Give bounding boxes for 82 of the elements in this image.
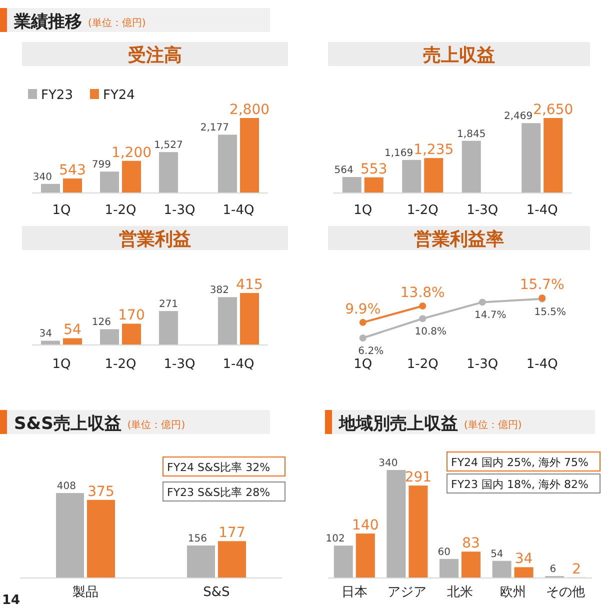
chart-title: 営業利益率 bbox=[414, 229, 504, 250]
data-label: 340 bbox=[378, 458, 398, 469]
x-tick-label: 1-3Q bbox=[164, 203, 196, 218]
data-label: 140 bbox=[352, 518, 379, 534]
data-label: 291 bbox=[404, 470, 432, 486]
data-label: 1,527 bbox=[154, 140, 183, 152]
data-label: 1,845 bbox=[457, 128, 486, 140]
data-label: 6 bbox=[550, 564, 556, 576]
annotation: FY23 国内 18%, 海外 82% bbox=[451, 478, 588, 491]
data-label: 34 bbox=[39, 328, 52, 340]
x-tick-label: 1-2Q bbox=[104, 357, 136, 372]
text: 14 bbox=[2, 593, 20, 608]
text: FY24 S&S比率 32% bbox=[167, 461, 270, 474]
x-tick-label: 1-4Q bbox=[526, 203, 558, 218]
x-tick-label: その他 bbox=[546, 585, 586, 600]
x-tick-label: 1-2Q bbox=[406, 357, 438, 372]
legend-label: FY23 bbox=[41, 88, 73, 103]
text: FY24 国内 25%, 海外 75% bbox=[451, 456, 588, 469]
data-label: 271 bbox=[158, 299, 178, 310]
data-label: 126 bbox=[92, 317, 111, 328]
x-tick-label: 1Q bbox=[52, 357, 71, 372]
data-label: 2 bbox=[572, 561, 582, 578]
chart-title: 売上収益 bbox=[423, 45, 495, 66]
data-label: 375 bbox=[88, 484, 114, 500]
data-label: 543 bbox=[59, 162, 86, 178]
data-label: 156 bbox=[188, 534, 207, 544]
data-label: 1,169 bbox=[384, 148, 414, 159]
chart-title: S&S売上収益 bbox=[14, 414, 122, 434]
legend-label: FY24 bbox=[102, 88, 135, 103]
data-label: 15.7% bbox=[520, 277, 564, 293]
data-label: 83 bbox=[462, 536, 480, 552]
x-tick-label: 1-3Q bbox=[164, 357, 196, 372]
x-tick-label: 1-4Q bbox=[222, 203, 254, 218]
data-label: 415 bbox=[236, 277, 263, 293]
data-label: 102 bbox=[326, 534, 345, 545]
x-tick-label: 1-3Q bbox=[466, 203, 498, 218]
text: 業績推移 bbox=[13, 12, 82, 32]
data-label: 13.8% bbox=[400, 285, 445, 301]
text: (単位：億円) bbox=[88, 17, 146, 29]
chart-title: 営業利益 bbox=[119, 229, 191, 250]
data-label: 9.9% bbox=[345, 301, 381, 318]
x-tick-label: 日本 bbox=[341, 585, 368, 600]
data-label: 564 bbox=[334, 165, 354, 176]
x-tick-label: 1-4Q bbox=[526, 357, 558, 372]
data-label: 34 bbox=[514, 551, 533, 568]
data-label: 54 bbox=[64, 322, 82, 338]
data-label: 2,469 bbox=[504, 111, 533, 122]
chart-subtitle: (単位：億円) bbox=[127, 419, 186, 431]
annotation: FY23 S&S比率 28% bbox=[167, 486, 270, 499]
x-tick-label: 1Q bbox=[354, 203, 372, 218]
x-tick-label: 欧州 bbox=[500, 585, 526, 600]
x-tick-label: 製品 bbox=[72, 585, 98, 600]
data-label: 6.2% bbox=[358, 346, 384, 357]
chart-subtitle: (単位：億円) bbox=[464, 419, 522, 431]
data-label: 54 bbox=[490, 548, 504, 560]
data-label: 177 bbox=[218, 525, 246, 542]
data-label: 340 bbox=[32, 172, 52, 183]
data-label: 2,650 bbox=[533, 102, 574, 118]
data-label: 15.5% bbox=[534, 306, 566, 318]
data-label: 14.7% bbox=[474, 310, 506, 322]
x-tick-label: 北米 bbox=[447, 585, 473, 600]
data-label: 553 bbox=[360, 161, 388, 178]
data-label: 60 bbox=[438, 546, 450, 558]
x-tick-label: 1Q bbox=[354, 357, 372, 372]
data-label: 2,177 bbox=[200, 122, 229, 134]
data-label: 1,200 bbox=[111, 144, 152, 161]
x-tick-label: 1-3Q bbox=[466, 357, 498, 372]
data-label: 382 bbox=[210, 285, 229, 296]
data-label: 408 bbox=[56, 481, 76, 492]
x-tick-label: 1Q bbox=[52, 203, 71, 218]
data-label: 170 bbox=[118, 308, 145, 324]
x-tick-label: S&S bbox=[203, 585, 230, 600]
x-tick-label: 1-2Q bbox=[104, 203, 136, 218]
data-label: 10.8% bbox=[414, 326, 447, 338]
data-label: 1,235 bbox=[414, 142, 454, 158]
chart-title: 受注高 bbox=[128, 45, 182, 66]
data-label: 799 bbox=[92, 160, 111, 171]
chart-title: 地域別売上収益 bbox=[338, 414, 458, 434]
x-tick-label: アジア bbox=[388, 585, 427, 600]
x-tick-label: 1-2Q bbox=[406, 203, 438, 218]
x-tick-label: 1-4Q bbox=[222, 357, 254, 372]
data-label: 2,800 bbox=[229, 102, 270, 118]
